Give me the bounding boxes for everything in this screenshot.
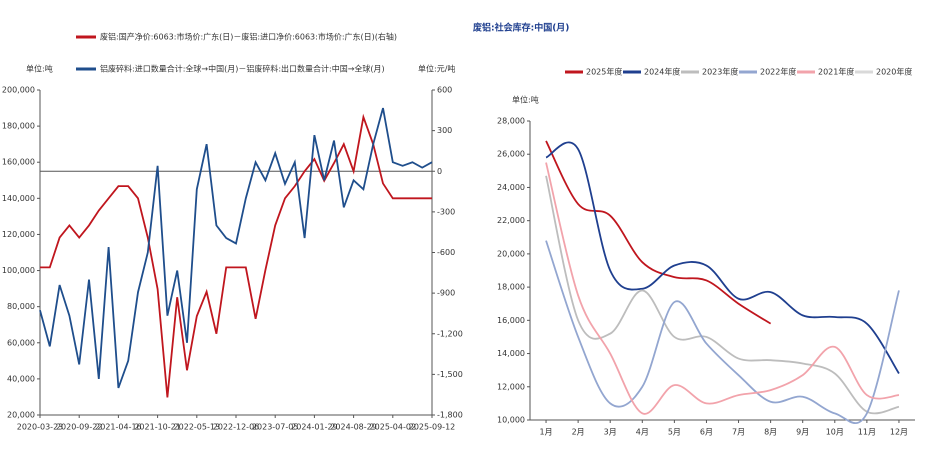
- y-tick-label: 12,000: [497, 382, 525, 391]
- series-line: [40, 113, 432, 398]
- y-tick-label: 120,000: [2, 230, 35, 239]
- x-tick-label: 5月: [668, 428, 681, 437]
- chart-title: 废铝:社会库存:中国(月): [473, 22, 569, 34]
- y-tick-label: 40,000: [7, 374, 35, 383]
- y-tick-label: 26,000: [497, 150, 525, 159]
- x-tick-label: 2022-05-13: [174, 423, 221, 432]
- y-unit-label: 单位:吨: [26, 64, 53, 74]
- x-tick-label: 2月: [572, 428, 585, 437]
- y2-tick-label: -1,200: [437, 329, 463, 338]
- legend-label: 废铝:国产净价:6063:市场价:广东(日)－废铝:进口净价:6063:市场价:…: [100, 32, 397, 42]
- legend-label: 2023年度: [702, 67, 738, 77]
- x-tick-label: 2021-04-16: [95, 423, 142, 432]
- y-tick-label: 24,000: [497, 183, 525, 192]
- legend-label: 2021年度: [818, 67, 854, 77]
- x-tick-label: 2024-01-29: [291, 423, 338, 432]
- x-tick-label: 4月: [636, 428, 649, 437]
- y-tick-label: 200,000: [2, 86, 35, 95]
- series-line: [545, 162, 900, 415]
- y-tick-label: 100,000: [2, 266, 35, 275]
- x-tick-label: 2022-12-06: [213, 423, 260, 432]
- series-line: [545, 175, 900, 415]
- y-unit-label: 单位:吨: [512, 95, 539, 105]
- series-line: [39, 107, 433, 389]
- y-tick-label: 16,000: [497, 316, 525, 325]
- x-tick-label: 11月: [858, 428, 876, 437]
- series-line: [545, 141, 900, 374]
- legend-label: 铝废碎料:进口数量合计:全球→中国(月)－铝废碎料:出口数量合计:中国→全球(月…: [100, 64, 385, 74]
- y-tick-label: 10,000: [497, 416, 525, 425]
- y2-tick-label: 600: [437, 86, 452, 95]
- y2-tick-label: 300: [437, 126, 452, 135]
- y-tick-label: 28,000: [497, 117, 525, 126]
- y-tick-label: 140,000: [2, 194, 35, 203]
- y2-tick-label: 0: [437, 167, 442, 176]
- legend-label: 2020年度: [876, 67, 912, 77]
- x-tick-label: 2024-08-29: [330, 423, 377, 432]
- x-tick-label: 3月: [604, 428, 617, 437]
- x-tick-label: 2025-04-02: [370, 423, 417, 432]
- y-tick-label: 180,000: [2, 122, 35, 131]
- y2-tick-label: -900: [437, 289, 455, 298]
- y-tick-label: 160,000: [2, 158, 35, 167]
- y-tick-label: 22,000: [497, 216, 525, 225]
- x-tick-label: 2025-09-12: [409, 423, 456, 432]
- y-tick-label: 60,000: [7, 338, 35, 347]
- x-tick-label: 2020-03-23: [17, 423, 64, 432]
- x-tick-label: 7月: [732, 428, 745, 437]
- series-line: [545, 140, 772, 325]
- y-tick-label: 20,000: [7, 411, 35, 420]
- x-tick-label: 2020-09-22: [56, 423, 103, 432]
- y-tick-label: 18,000: [497, 283, 525, 292]
- y2-tick-label: -600: [437, 248, 455, 257]
- legend-label: 2024年度: [644, 67, 680, 77]
- y2-tick-label: -1,800: [437, 411, 463, 420]
- y-tick-label: 80,000: [7, 302, 35, 311]
- y2-tick-label: -1,500: [437, 370, 463, 379]
- y-tick-label: 20,000: [497, 249, 525, 258]
- x-tick-label: 1月: [539, 428, 552, 437]
- legend-label: 2022年度: [760, 67, 796, 77]
- x-tick-label: 8月: [764, 428, 777, 437]
- y-tick-label: 14,000: [497, 349, 525, 358]
- y2-tick-label: -300: [437, 207, 455, 216]
- y2-unit-label: 单位:元/吨: [418, 64, 455, 74]
- x-tick-label: 12月: [890, 428, 908, 437]
- x-tick-label: 9月: [796, 428, 809, 437]
- x-tick-label: 2023-07-05: [252, 423, 299, 432]
- x-tick-label: 2021-10-21: [134, 423, 181, 432]
- x-tick-label: 6月: [700, 428, 713, 437]
- series-line: [545, 240, 900, 424]
- x-tick-label: 10月: [826, 428, 844, 437]
- legend-label: 2025年度: [586, 67, 622, 77]
